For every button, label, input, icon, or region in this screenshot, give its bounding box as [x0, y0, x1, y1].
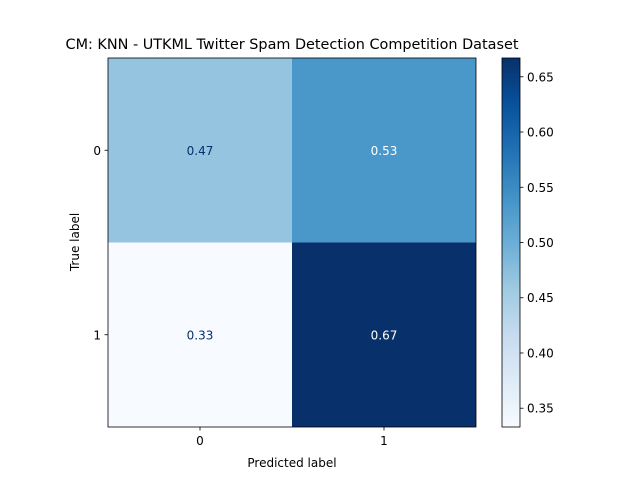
- colorbar-ticks: 0.35 0.40 0.45 0.50 0.55 0.60 0.65: [520, 70, 554, 416]
- heatmap-cell-0-1: [292, 58, 476, 243]
- colorbar-tick-label-2: 0.45: [527, 291, 554, 305]
- cell-value-label-1-0: 0.33: [187, 328, 214, 342]
- colorbar-tick-label-0: 0.35: [527, 402, 554, 416]
- y-axis-ticks: 01: [93, 144, 108, 342]
- cell-value-label-0-1: 0.53: [371, 144, 398, 158]
- colorbar-tick-label-4: 0.55: [527, 181, 554, 195]
- cell-value-label-1-1: 0.67: [371, 328, 398, 342]
- colorbar-tick-label-6: 0.65: [527, 70, 554, 84]
- x-tick-label-0: 0: [196, 434, 204, 448]
- x-tick-label-1: 1: [380, 434, 388, 448]
- heatmap-cell-1-1: [292, 242, 476, 427]
- heatmap-cell-0-0: [108, 58, 292, 243]
- y-tick-label-1: 1: [93, 328, 101, 342]
- heatmap-cells: 0.47 0.53 0.33 0.67: [108, 58, 476, 427]
- chart-title: CM: KNN - UTKML Twitter Spam Detection C…: [66, 37, 519, 53]
- x-axis-label: Predicted label: [247, 456, 336, 470]
- colorbar-tick-label-1: 0.40: [527, 346, 554, 360]
- y-axis-label: True label: [68, 213, 82, 272]
- colorbar: [501, 57, 521, 428]
- colorbar-tick-label-5: 0.60: [527, 126, 554, 140]
- cell-value-label-0-0: 0.47: [187, 144, 214, 158]
- plot-frame: [107, 57, 477, 428]
- heatmap-cell-1-0: [108, 242, 292, 427]
- y-tick-label-0: 0: [93, 144, 101, 158]
- colorbar-tick-label-3: 0.50: [527, 236, 554, 250]
